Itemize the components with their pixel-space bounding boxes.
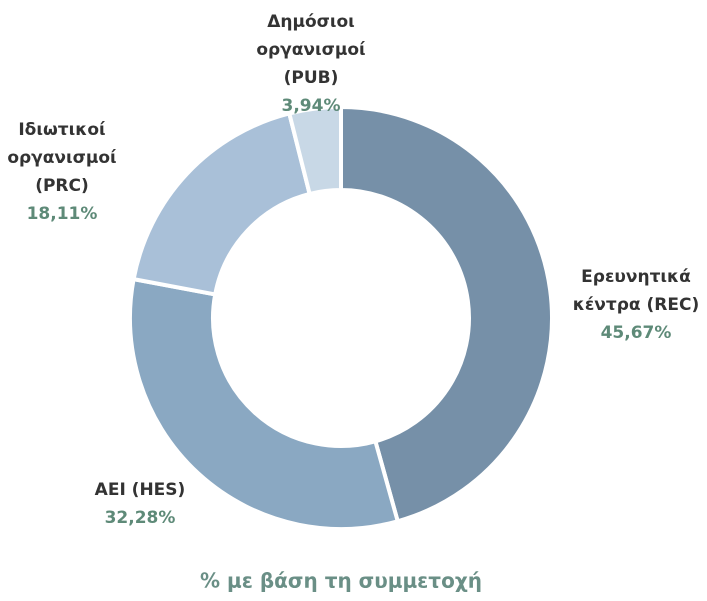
donut-segment (339, 104, 554, 524)
segment-label: Δημόσιοι (267, 12, 355, 32)
segment-label: Ιδιωτικοί (18, 120, 105, 140)
segment-label: Ερευνητικά (581, 267, 691, 287)
donut-segment (128, 276, 401, 531)
value-label: 3,94% (282, 96, 341, 116)
chart-title: % με βάση τη συμμετοχή (200, 569, 482, 593)
segment-label: (PRC) (35, 176, 89, 196)
segment-label: κέντρα (REC) (573, 295, 699, 315)
segment-label: (PUB) (284, 68, 339, 88)
donut-segment (131, 111, 313, 297)
segment-label: οργανισμοί (7, 148, 116, 168)
value-label: 45,67% (601, 323, 672, 343)
segment-label: ΑΕΙ (HES) (95, 480, 186, 500)
value-label: 32,28% (105, 508, 176, 528)
donut-segment (286, 104, 343, 197)
value-label: 18,11% (27, 204, 98, 224)
segment-label: οργανισμοί (256, 40, 365, 60)
